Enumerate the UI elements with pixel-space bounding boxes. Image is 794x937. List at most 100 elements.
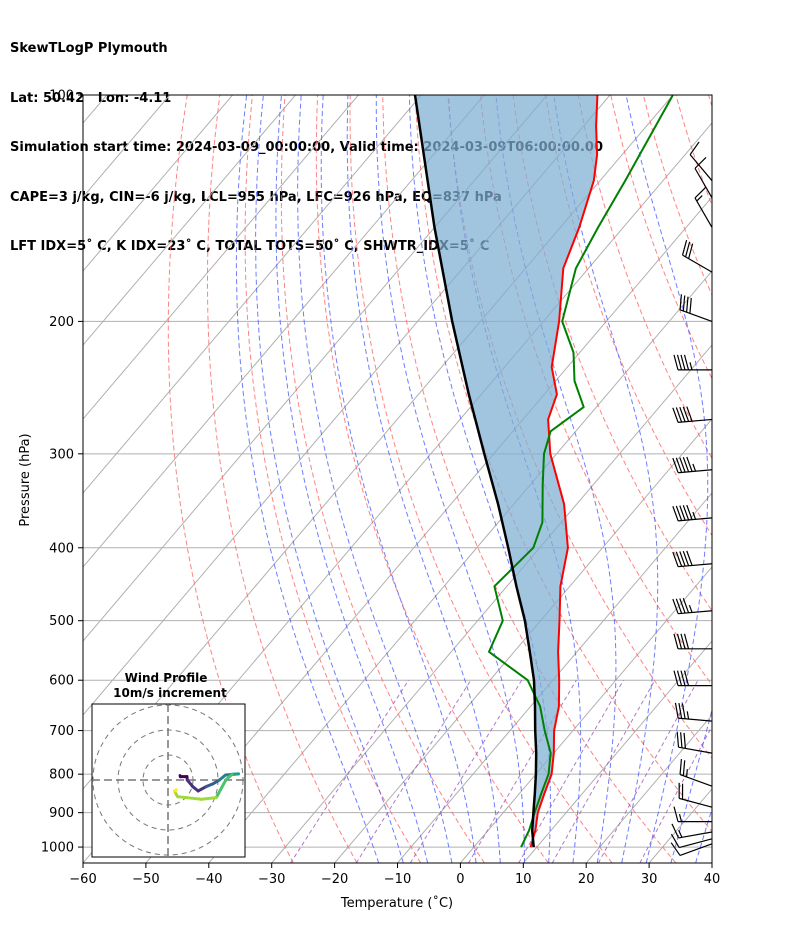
mixing-ratio-line bbox=[355, 679, 472, 863]
temperature-line bbox=[529, 95, 599, 848]
cape-fill-layer bbox=[415, 95, 598, 848]
wind-barb bbox=[672, 550, 713, 568]
wind-barb bbox=[670, 842, 713, 856]
wind-barb-flag bbox=[682, 295, 686, 312]
y-tick-label: 100 bbox=[49, 89, 74, 104]
wind-barb-flag bbox=[679, 505, 686, 521]
wind-barb-flag bbox=[675, 457, 683, 473]
wind-barb-flag bbox=[679, 759, 683, 775]
wind-barb-flag bbox=[686, 456, 693, 472]
wind-barb-flag bbox=[680, 670, 686, 686]
wind-barb-flag bbox=[672, 551, 679, 567]
isotherm-line bbox=[585, 714, 712, 863]
mixing-ratio-line bbox=[639, 725, 712, 863]
wind-barb bbox=[672, 456, 713, 474]
wind-barb-half bbox=[692, 511, 697, 520]
wind-barb bbox=[672, 406, 713, 423]
wind-barb bbox=[681, 239, 713, 273]
wind-barb-flag bbox=[673, 806, 679, 822]
wind-barb bbox=[694, 186, 713, 228]
wind-barb bbox=[671, 823, 713, 839]
wind-barb-flag bbox=[674, 702, 679, 719]
dry-adiabat-line bbox=[244, 95, 422, 863]
inset-title: Wind Profile bbox=[125, 671, 208, 685]
dry-adiabat-line bbox=[675, 95, 712, 207]
wind-barb-flag bbox=[683, 633, 690, 649]
moist-adiabat-line bbox=[346, 95, 501, 863]
wind-barb-shaft bbox=[694, 197, 713, 228]
hodograph-segment bbox=[172, 788, 178, 793]
y-tick-label: 200 bbox=[49, 315, 74, 330]
cape-shading bbox=[415, 95, 598, 848]
wind-barb bbox=[694, 156, 713, 199]
isotherm-line bbox=[83, 95, 233, 272]
wind-barb-flag bbox=[672, 407, 679, 423]
wind-barb-half bbox=[689, 362, 693, 371]
x-tick-label: 30 bbox=[641, 872, 658, 887]
isotherm-line bbox=[648, 788, 712, 863]
wind-barb-shaft bbox=[689, 154, 713, 182]
wind-barb-flag bbox=[676, 731, 680, 748]
wind-barb-shaft bbox=[682, 254, 713, 273]
wind-barb-flag bbox=[676, 633, 683, 649]
wind-barb-flag bbox=[686, 550, 693, 566]
wind-barb-shaft bbox=[678, 717, 713, 722]
isotherm-line bbox=[145, 196, 712, 863]
wind-barb bbox=[674, 702, 713, 722]
wind-barb-flag bbox=[680, 732, 683, 748]
isotherm-line bbox=[711, 862, 712, 863]
wind-barb bbox=[673, 354, 712, 371]
wind-barb-flag bbox=[682, 457, 690, 473]
wind-barb bbox=[673, 806, 712, 823]
wind-barb bbox=[679, 759, 713, 787]
isotherm-line bbox=[83, 95, 422, 494]
wind-barb bbox=[673, 633, 712, 650]
profile-layer bbox=[413, 95, 674, 848]
wind-barb-flag bbox=[670, 842, 681, 856]
wind-barb-shaft bbox=[678, 610, 713, 615]
moist-adiabat-line bbox=[235, 95, 380, 863]
hodograph-segment bbox=[176, 795, 203, 801]
wind-barb-flag bbox=[673, 633, 679, 649]
wind-barb-flag bbox=[675, 407, 683, 423]
wind-barb-flag bbox=[683, 354, 690, 371]
x-tick-label: −40 bbox=[195, 872, 222, 887]
y-tick-label: 400 bbox=[49, 541, 74, 556]
y-axis-label: Pressure (hPa) bbox=[18, 433, 33, 526]
x-tick-label: −50 bbox=[132, 872, 159, 887]
wind-barb bbox=[679, 294, 713, 322]
wind-barb bbox=[676, 731, 713, 754]
wind-barb-flag bbox=[679, 551, 686, 567]
y-tick-label: 700 bbox=[49, 724, 74, 739]
wind-barb-flag bbox=[682, 550, 690, 566]
inset-plot-area bbox=[92, 704, 245, 857]
wind-barb-flag bbox=[673, 354, 679, 371]
wind-barb-flag bbox=[681, 239, 688, 256]
wind-barb-flag bbox=[676, 354, 683, 371]
wind-barb-flag bbox=[688, 243, 694, 259]
wind-barb-flag bbox=[683, 732, 687, 749]
wind-barb-flag bbox=[679, 457, 686, 473]
x-tick-label: −20 bbox=[321, 872, 348, 887]
wind-barb-flag bbox=[673, 670, 679, 686]
wind-barb-half bbox=[688, 604, 693, 613]
dry-adiabat-line bbox=[708, 95, 712, 108]
wind-barb-flag bbox=[672, 506, 679, 522]
wind-barb-flag bbox=[675, 598, 683, 614]
wind-barb-flag bbox=[671, 823, 680, 839]
wind-barb-shaft bbox=[678, 831, 713, 839]
dry-adiabat-line bbox=[349, 95, 613, 863]
wind-barb-flag bbox=[689, 141, 700, 155]
wind-barb bbox=[689, 141, 713, 182]
inset-subtitle: 10m/s increment bbox=[113, 686, 227, 700]
x-tick-label: 20 bbox=[578, 872, 595, 887]
x-tick-label: −10 bbox=[384, 872, 411, 887]
wind-barb-flag bbox=[685, 241, 691, 258]
moist-adiabat-line bbox=[375, 95, 525, 863]
isotherm-line bbox=[83, 95, 296, 346]
wind-profile-inset: Wind Profile 10m/s increment bbox=[91, 671, 246, 858]
wind-barb-flag bbox=[686, 504, 693, 520]
wind-barb-flag bbox=[683, 670, 690, 686]
wind-barb-shaft bbox=[679, 843, 713, 856]
tick-layer: −60 −50 −40 −30 −20 −10 0 10 20 30 40 100 200 300 400 5… bbox=[41, 89, 720, 888]
